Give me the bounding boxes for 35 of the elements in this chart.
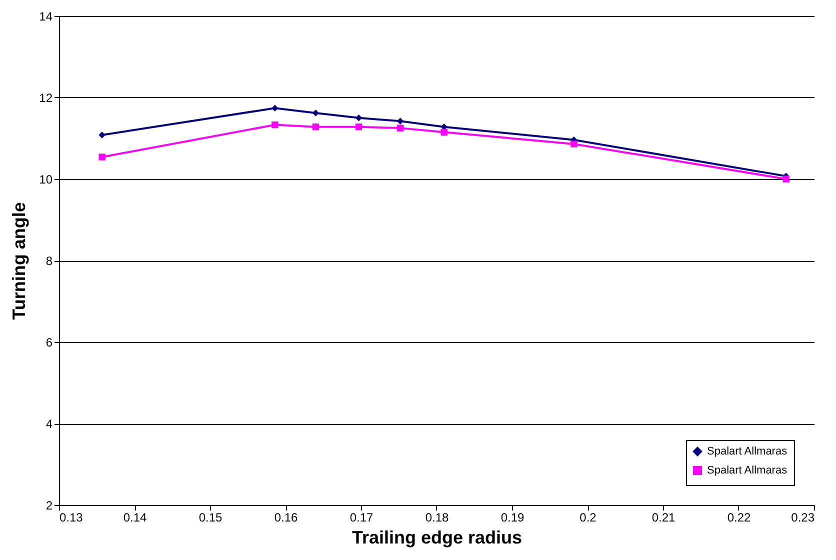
x-tick-label: 0.14 (123, 510, 147, 524)
point (98, 132, 106, 138)
y-tick-label: 2 (46, 498, 53, 512)
point (312, 123, 320, 130)
y-tick-label: 4 (46, 417, 53, 431)
legend-label: Spalart Allmaras (707, 464, 788, 476)
y-tick-label: 8 (46, 254, 53, 268)
y-tick-label: 14 (39, 10, 53, 24)
point (98, 154, 106, 160)
y-tick-label: 6 (46, 336, 53, 350)
y-tick-label: 10 (39, 172, 53, 186)
x-tick-label: 0.17 (350, 510, 374, 524)
x-tick-label: 0.19 (500, 510, 524, 524)
x-axis-title: Trailing edge radius (352, 528, 522, 548)
x-tick-label: 0.22 (727, 510, 751, 524)
x-tick-label: 0.2 (580, 510, 597, 524)
point (272, 121, 278, 128)
point (355, 123, 362, 130)
point (312, 110, 320, 116)
point (440, 128, 448, 136)
x-tick-label: 0.15 (198, 510, 222, 524)
legend-label: Spalart Allmaras (707, 446, 788, 458)
point (570, 140, 578, 148)
point (272, 104, 278, 112)
x-tick-label: 0.16 (274, 510, 298, 524)
y-axis-title: Turning angle (9, 202, 30, 320)
point (355, 114, 362, 122)
point (396, 118, 404, 124)
x-tick-label: 0.13 (60, 510, 84, 524)
x-tick-label: 0.18 (425, 510, 449, 524)
point (396, 124, 404, 132)
y-tick-label: 12 (39, 91, 53, 105)
x-tick-label: 0.21 (652, 510, 676, 524)
x-tick-label: 0.23 (791, 510, 815, 524)
point (782, 176, 790, 182)
